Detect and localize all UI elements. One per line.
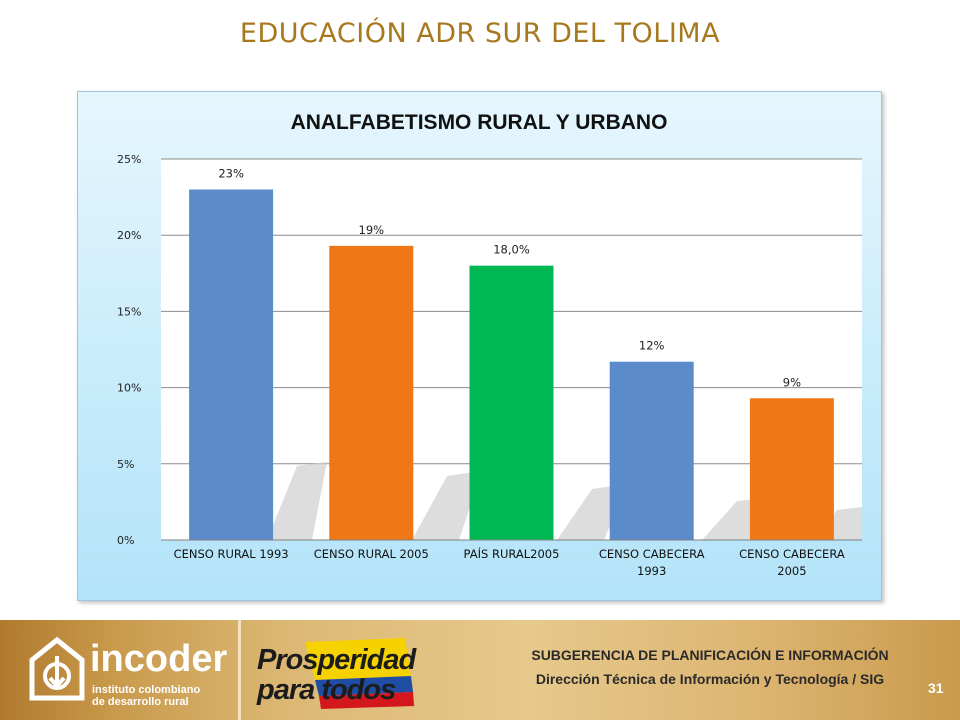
incoder-emblem-icon [29,636,85,701]
y-tick-label: 0% [117,534,134,547]
bar-shadow [412,471,482,540]
incoder-subtitle-1: instituto colombiano [92,684,201,696]
y-tick-label: 25% [117,153,141,166]
flag-swoosh-icon [305,638,414,709]
y-tick-label: 15% [117,305,141,318]
y-tick-label: 5% [117,458,134,471]
page-number: 31 [928,680,944,696]
footer-bar: incoder instituto colombiano de desarrol… [0,620,960,720]
bar-shadow [267,462,327,540]
x-tick-label: CENSO RURAL 2005 [314,547,429,561]
bar [469,265,554,540]
slide-title: EDUCACIÓN ADR SUR DEL TOLIMA [239,18,721,49]
data-label: 18,0% [493,243,530,257]
incoder-wordmark: incoder [90,638,228,680]
x-tick-label: CENSO RURAL 1993 [174,547,289,561]
data-label: 9% [783,375,801,389]
x-tick-label: 1993 [637,564,666,578]
bar-chart: ANALFABETISMO RURAL Y URBANO 0% 5% 10% 15% 20… [117,111,862,578]
y-tick-label: 20% [117,229,141,242]
department-label: SUBGERENCIA DE PLANIFICACIÓN E INFORMACI… [531,647,889,663]
bar [329,245,414,541]
chart-title: ANALFABETISMO RURAL Y URBANO [291,111,668,134]
x-tick-label: 2005 [777,564,806,578]
bar [189,189,274,540]
bar [609,361,694,540]
data-label: 23% [218,166,244,180]
prosperidad-text-1: Prosperidad [257,644,416,676]
bar-shadow [557,484,627,540]
x-tick-label: CENSO CABECERA [599,547,705,561]
x-tick-label: PAÍS RURAL2005 [464,546,560,561]
x-tick-label: CENSO CABECERA [739,547,845,561]
data-label: 12% [639,339,665,353]
data-label: 19% [359,223,385,237]
incoder-subtitle-2: de desarrollo rural [92,696,189,708]
incoder-logo: incoder instituto colombiano de desarrol… [22,632,232,712]
y-tick-label: 10% [117,382,141,395]
prosperidad-text-2: para todos [257,674,396,706]
direction-label: Dirección Técnica de Información y Tecno… [535,671,885,687]
footer-divider [238,620,241,720]
bar [749,398,834,540]
prosperidad-logo: Prosperidad para todos [255,636,416,711]
